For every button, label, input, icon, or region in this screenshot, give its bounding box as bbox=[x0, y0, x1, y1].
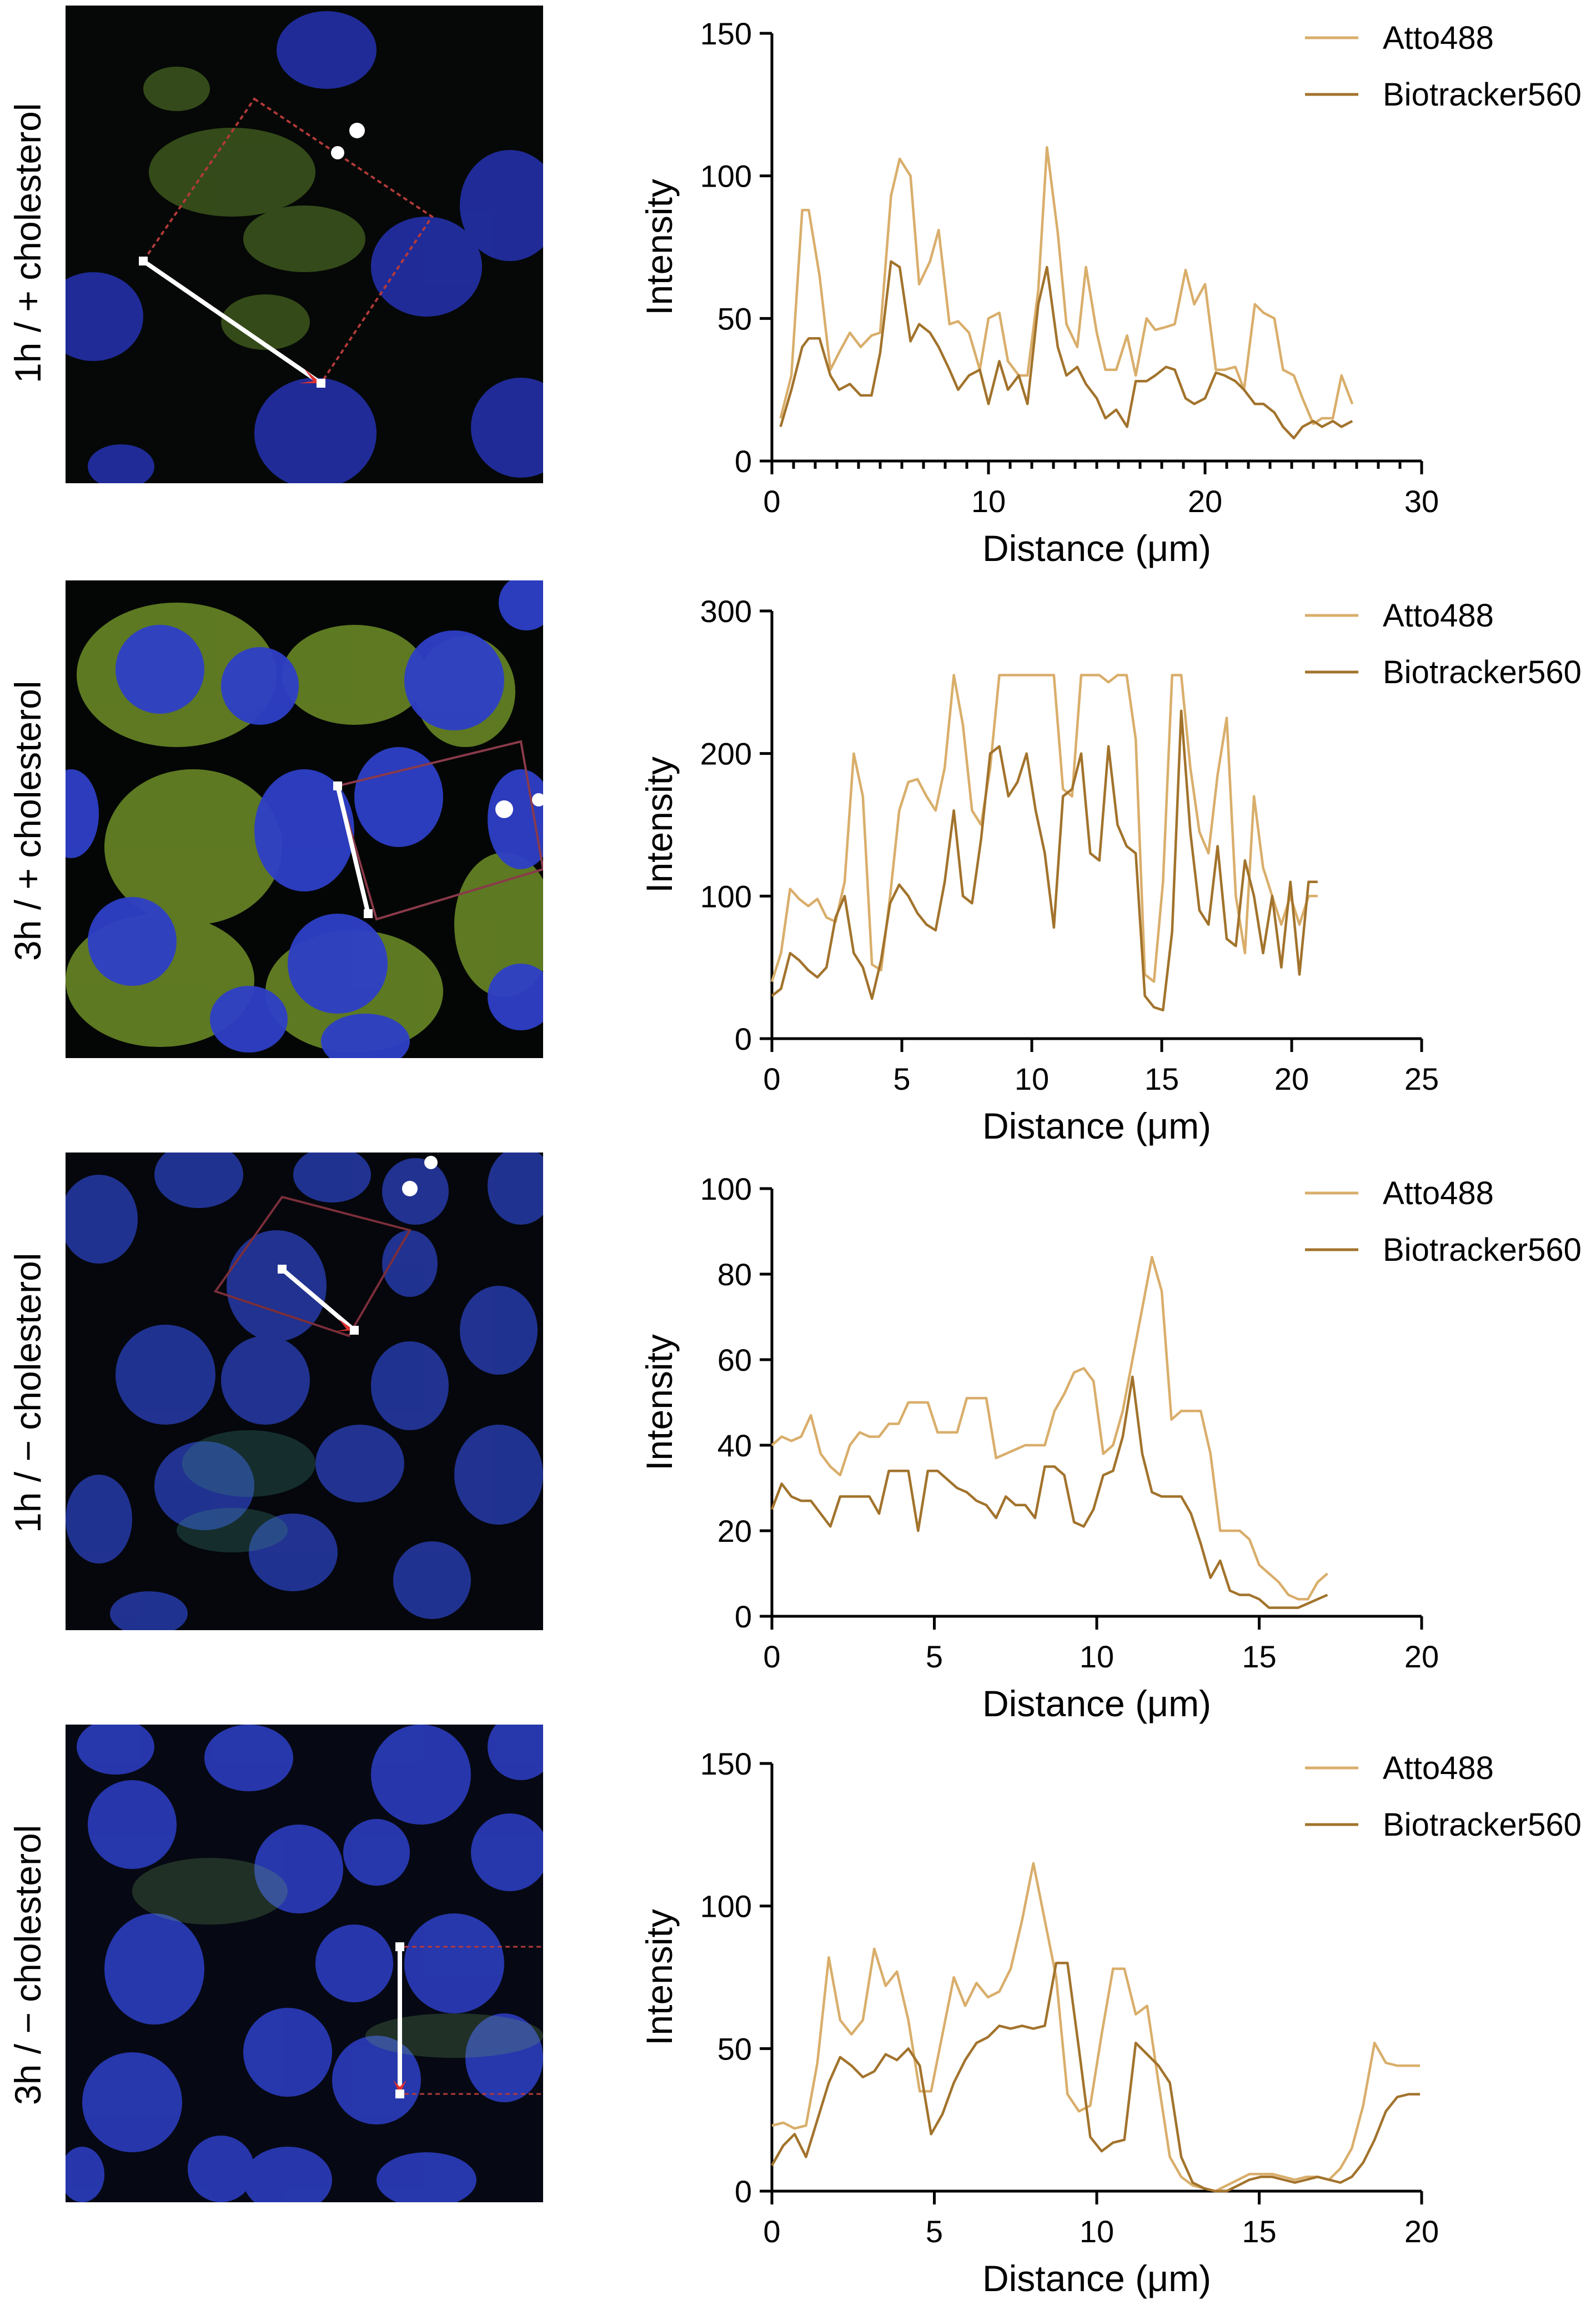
y-axis-label: Intensity bbox=[639, 1334, 680, 1471]
micrograph-4 bbox=[66, 1725, 543, 2202]
y-tick-label: 100 bbox=[700, 159, 752, 194]
legend-label: Atto488 bbox=[1383, 598, 1494, 634]
y-tick-label: 100 bbox=[700, 1889, 752, 1924]
legend-label: Atto488 bbox=[1383, 1750, 1494, 1786]
chart-4: 0 50 100 150 0 5 10 15 20 Distance (μm) Intensity A… bbox=[583, 1747, 1596, 2302]
y-axis-label: Intensity bbox=[639, 1909, 680, 2046]
x-tick-label: 10 bbox=[971, 484, 1006, 519]
x-tick-label: 5 bbox=[893, 1061, 910, 1096]
series-line-atto488 bbox=[770, 674, 1318, 983]
x-tick-label: 20 bbox=[1404, 1639, 1439, 1674]
y-tick-label: 300 bbox=[700, 594, 752, 629]
x-tick-label: 25 bbox=[1404, 1061, 1439, 1096]
series-line-biotracker560 bbox=[779, 260, 1353, 440]
chart-2-svg: 0 100 200 300 0 5 10 15 20 25 Distance (μm) Intensi… bbox=[639, 594, 1582, 1146]
micrograph-3 bbox=[66, 1153, 543, 1630]
series-line-atto488 bbox=[771, 1862, 1421, 2193]
series-line-biotracker560 bbox=[771, 709, 1318, 1011]
x-tick-label: 5 bbox=[926, 2214, 943, 2249]
x-tick-label: 20 bbox=[1188, 484, 1222, 519]
micrograph-4-image bbox=[66, 1725, 543, 2202]
x-axis-label: Distance (μm) bbox=[982, 1105, 1211, 1146]
chart-1-svg: 0 50 100 150 0 10 20 30 Distance (μm) Intensity At… bbox=[639, 17, 1582, 569]
series-line-biotracker560 bbox=[771, 1962, 1421, 2193]
micrograph-1-image bbox=[66, 6, 543, 483]
y-tick-label: 150 bbox=[700, 17, 752, 51]
y-tick-label: 0 bbox=[735, 1599, 752, 1634]
legend-label: Atto488 bbox=[1383, 1175, 1494, 1211]
x-tick-label: 5 bbox=[926, 1639, 943, 1674]
panel-4-label: 3h / − cholesterol bbox=[7, 1825, 48, 2105]
x-tick-label: 20 bbox=[1274, 1061, 1309, 1096]
legend-label: Biotracker560 bbox=[1383, 654, 1582, 690]
legend-label: Biotracker560 bbox=[1383, 1232, 1582, 1268]
legend-label: Biotracker560 bbox=[1383, 77, 1582, 113]
x-tick-label: 0 bbox=[763, 1061, 780, 1096]
y-tick-label: 100 bbox=[700, 1172, 752, 1206]
chart-2: 0 100 200 300 0 5 10 15 20 25 Distance (μm) Intensi… bbox=[583, 594, 1596, 1150]
legend-label: Atto488 bbox=[1383, 20, 1494, 56]
y-tick-label: 0 bbox=[735, 2174, 752, 2209]
chart-3-svg: 0 20 40 60 80 100 0 5 10 15 20 Distance (μm) Intensi… bbox=[639, 1172, 1582, 1724]
chart-1: 0 50 100 150 0 10 20 30 Distance (μm) Intensity At… bbox=[583, 17, 1596, 572]
series-line-atto488 bbox=[771, 1255, 1328, 1601]
x-tick-label: 15 bbox=[1242, 2214, 1276, 2249]
y-tick-label: 60 bbox=[717, 1342, 752, 1377]
y-tick-label: 20 bbox=[717, 1514, 752, 1549]
y-tick-label: 0 bbox=[735, 1021, 752, 1056]
micrograph-1 bbox=[66, 6, 543, 483]
x-tick-label: 15 bbox=[1242, 1639, 1276, 1674]
panel-2-label: 3h / + cholesterol bbox=[7, 680, 48, 961]
y-tick-label: 40 bbox=[717, 1428, 752, 1463]
y-tick-label: 80 bbox=[717, 1257, 752, 1292]
legend-label: Biotracker560 bbox=[1383, 1807, 1582, 1843]
y-tick-label: 100 bbox=[700, 879, 752, 914]
y-tick-label: 50 bbox=[717, 2031, 752, 2066]
chart-4-svg: 0 50 100 150 0 5 10 15 20 Distance (μm) Intensity A… bbox=[639, 1747, 1582, 2299]
x-axis-label: Distance (μm) bbox=[982, 528, 1211, 569]
micrograph-2 bbox=[66, 580, 543, 1058]
x-tick-label: 0 bbox=[763, 484, 780, 519]
x-tick-label: 15 bbox=[1145, 1061, 1179, 1096]
series-line-atto488 bbox=[779, 146, 1354, 425]
series-line-biotracker560 bbox=[770, 1375, 1328, 1609]
y-axis-label: Intensity bbox=[639, 179, 680, 315]
micrograph-3-image bbox=[66, 1153, 543, 1630]
chart-3: 0 20 40 60 80 100 0 5 10 15 20 Distance (μm) Intensi… bbox=[583, 1172, 1596, 1727]
x-tick-label: 10 bbox=[1080, 1639, 1114, 1674]
panel-3-label: 1h / − cholesterol bbox=[7, 1252, 48, 1533]
x-tick-label: 10 bbox=[1080, 2214, 1114, 2249]
x-tick-label: 10 bbox=[1015, 1061, 1049, 1096]
x-tick-label: 30 bbox=[1404, 484, 1439, 519]
y-axis-label: Intensity bbox=[639, 756, 680, 893]
y-tick-label: 150 bbox=[700, 1747, 752, 1781]
x-tick-label: 20 bbox=[1404, 2214, 1439, 2249]
panel-1-label: 1h / + cholesterol bbox=[7, 103, 48, 383]
micrograph-2-image bbox=[66, 580, 543, 1058]
y-tick-label: 200 bbox=[700, 736, 752, 771]
x-axis-label: Distance (μm) bbox=[982, 2258, 1211, 2299]
y-tick-label: 50 bbox=[717, 301, 752, 336]
x-tick-label: 0 bbox=[763, 2214, 780, 2249]
x-tick-label: 0 bbox=[763, 1639, 780, 1674]
y-tick-label: 0 bbox=[735, 444, 752, 479]
x-axis-label: Distance (μm) bbox=[982, 1683, 1211, 1724]
